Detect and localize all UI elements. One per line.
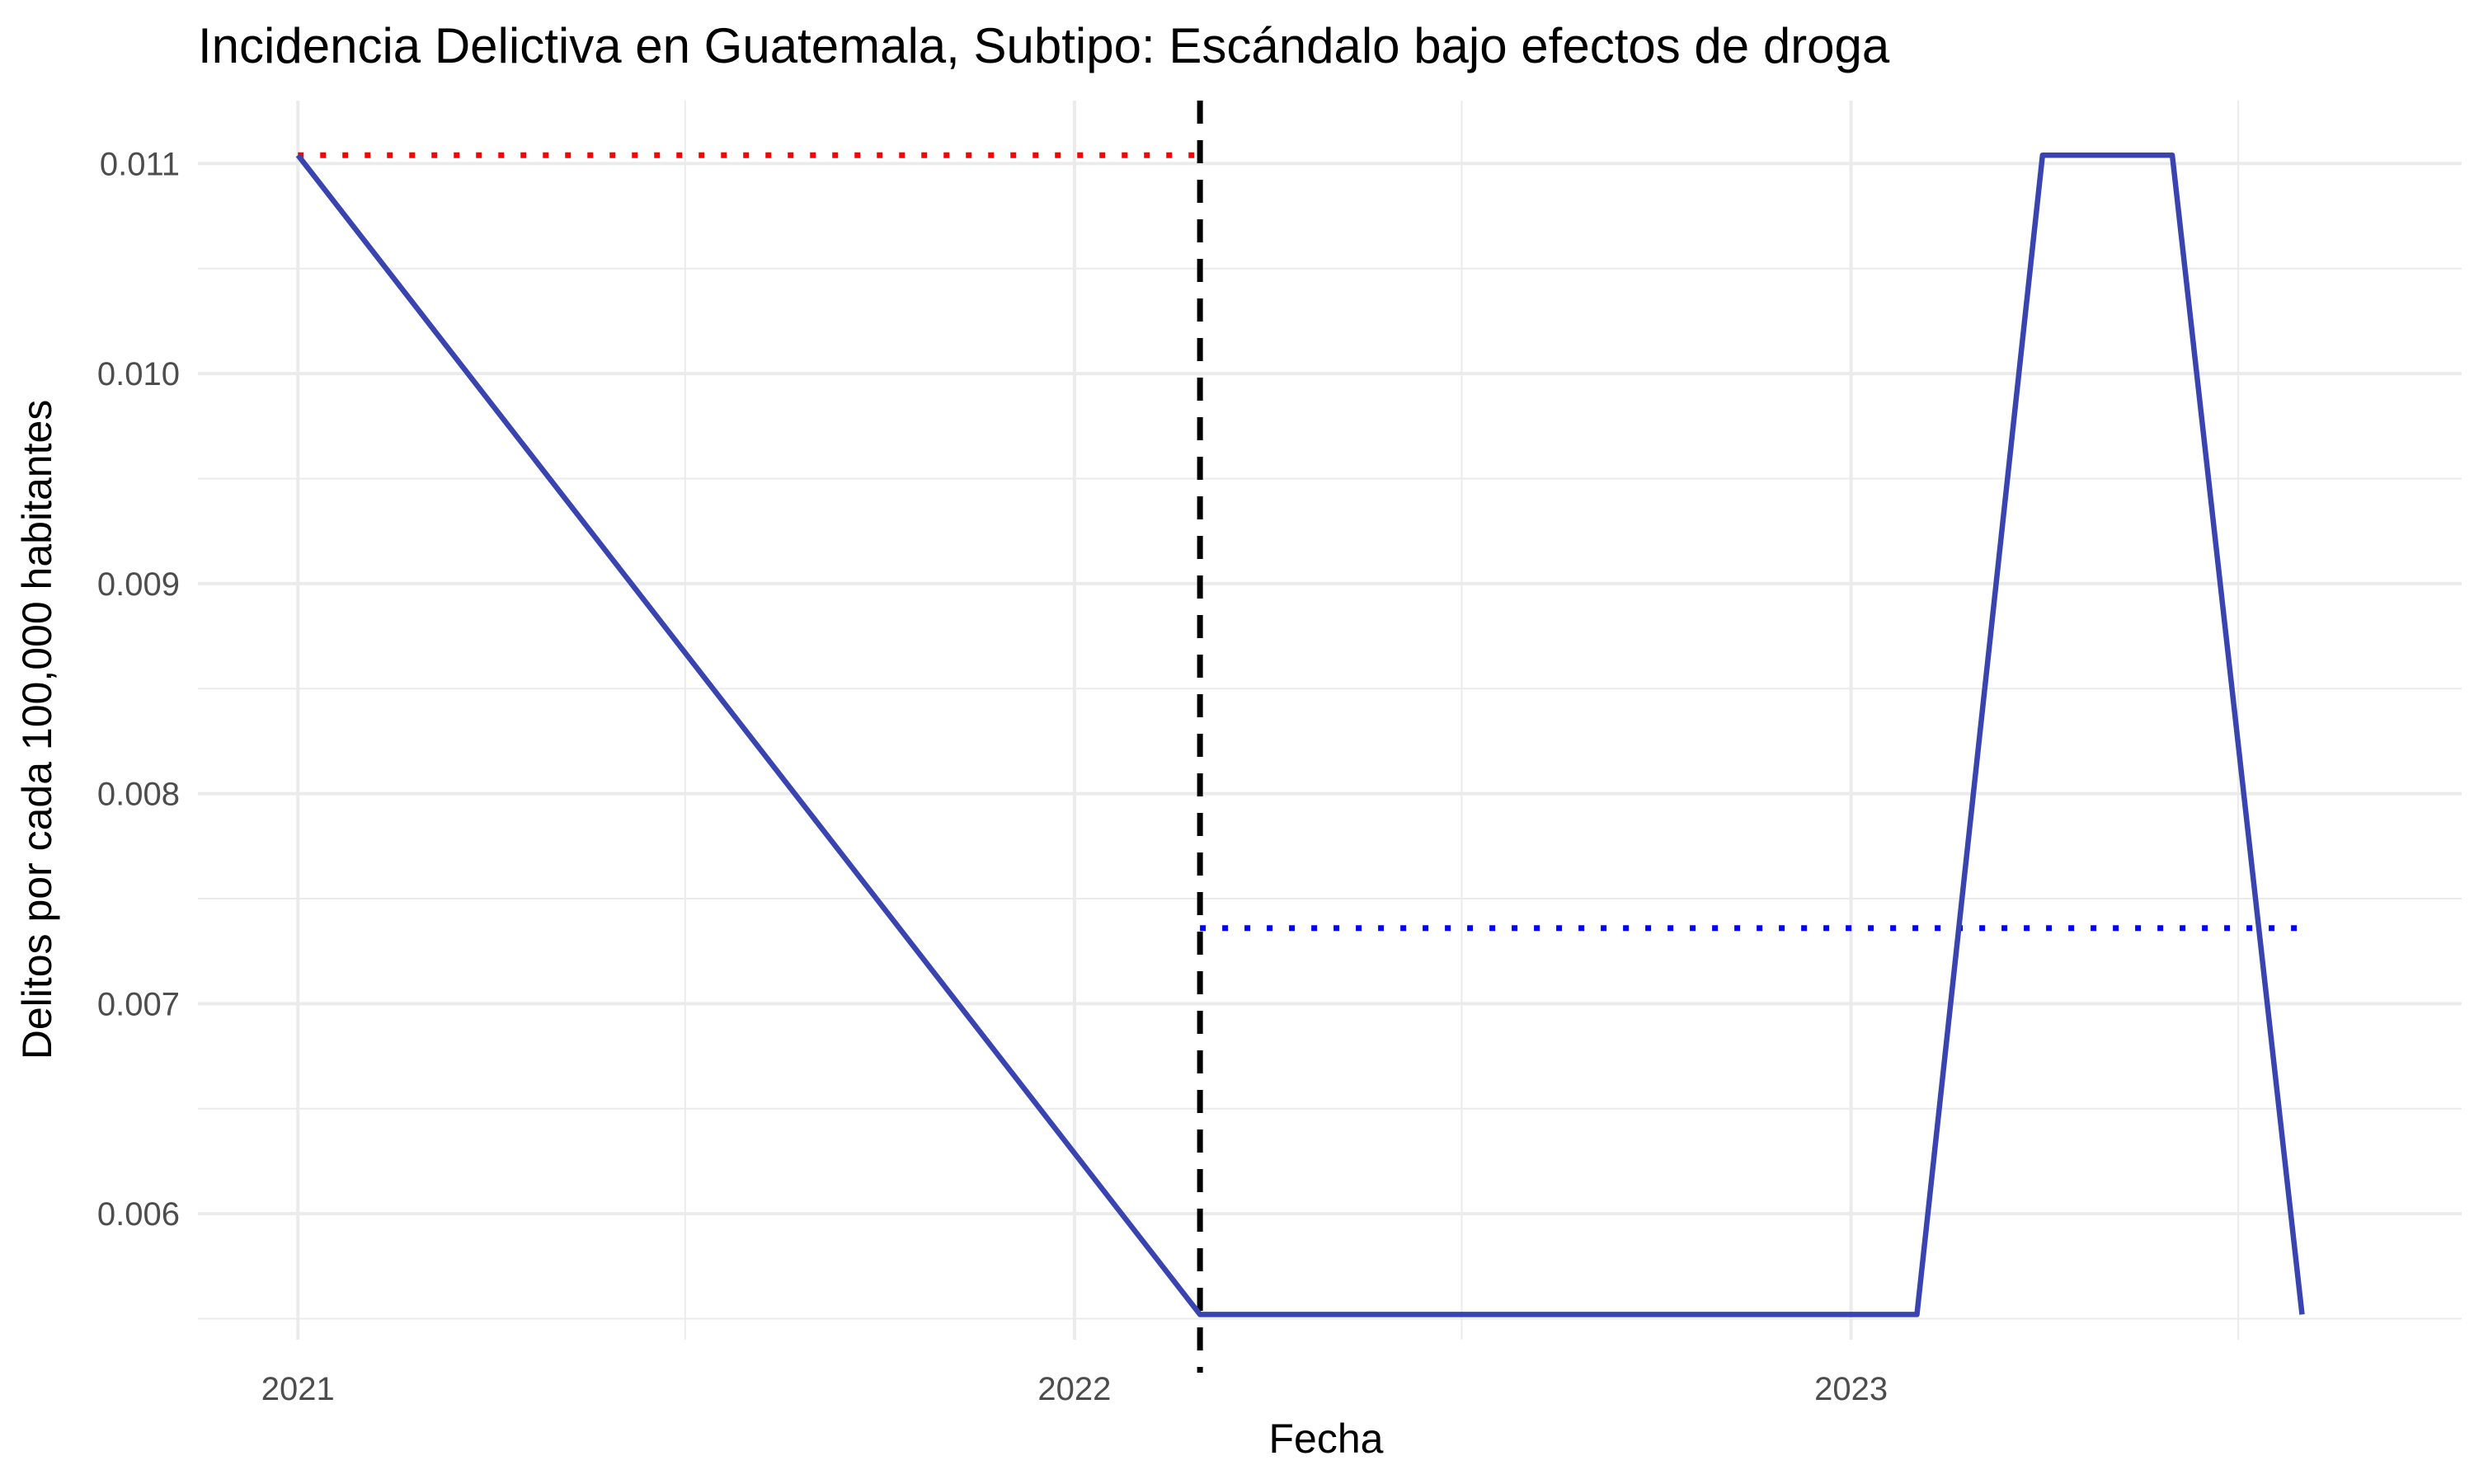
- chart-title: Incidencia Delictiva en Guatemala, Subti…: [198, 18, 1890, 73]
- y-tick-label: 0.011: [100, 146, 180, 182]
- series: [295, 152, 2305, 1317]
- x-tick-label: 2021: [261, 1371, 335, 1407]
- y-tick-label: 0.009: [97, 566, 180, 603]
- y-axis-title: Delitos por cada 100,000 habitantes: [14, 400, 60, 1060]
- x-tick-labels: 2021 2022 2023: [261, 1371, 1888, 1407]
- y-tick-labels: 0.006 0.007 0.008 0.009 0.010 0.011: [97, 146, 180, 1233]
- y-tick-label: 0.006: [97, 1196, 180, 1233]
- y-tick-label: 0.010: [97, 356, 180, 392]
- y-tick-label: 0.007: [97, 986, 180, 1022]
- x-axis-title: Fecha: [1269, 1416, 1384, 1462]
- series-line: [295, 152, 2305, 1317]
- x-tick-label: 2023: [1814, 1371, 1888, 1407]
- grid: [198, 101, 2462, 1340]
- x-tick-label: 2022: [1037, 1371, 1111, 1407]
- reference-lines: [298, 101, 2302, 1373]
- y-tick-label: 0.008: [97, 777, 180, 813]
